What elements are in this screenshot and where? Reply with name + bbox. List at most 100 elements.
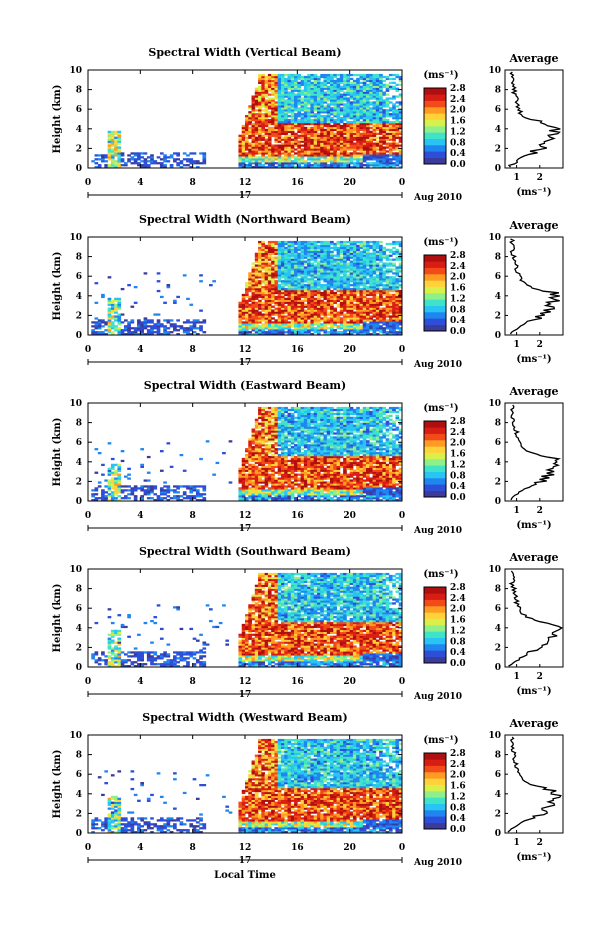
heatmap-cell xyxy=(274,95,278,97)
heatmap-cell xyxy=(144,479,148,481)
heatmap-cell xyxy=(304,97,308,99)
heatmap-cell xyxy=(337,264,341,266)
heatmap-cell xyxy=(353,282,357,284)
colorbar-segment xyxy=(424,126,446,133)
heatmap-cell xyxy=(157,497,161,499)
heatmap-cell xyxy=(369,156,373,158)
heatmap-cell xyxy=(363,264,367,266)
heatmap-cell xyxy=(134,327,138,329)
heatmap-cell xyxy=(343,247,347,249)
heatmap-cell xyxy=(297,76,301,78)
heatmap-cell xyxy=(261,313,265,315)
heatmap-cell xyxy=(346,323,350,325)
heatmap-cell xyxy=(288,115,292,117)
heatmap-cell xyxy=(301,125,305,127)
heatmap-cell xyxy=(242,154,246,156)
ytick-label: 0 xyxy=(76,164,82,174)
heatmap-cell xyxy=(346,274,350,276)
heatmap-cell xyxy=(144,323,148,325)
heatmap-cell xyxy=(245,154,249,156)
heatmap-cell xyxy=(395,268,399,270)
heatmap-cell xyxy=(261,276,265,278)
heatmap-cell xyxy=(353,294,357,296)
heatmap-cell xyxy=(258,280,262,282)
heatmap-cell xyxy=(333,119,337,121)
heatmap-cell xyxy=(294,76,298,78)
heatmap-cell xyxy=(376,86,380,88)
heatmap-cell xyxy=(386,284,390,286)
heatmap-cell xyxy=(281,107,285,109)
heatmap-cell xyxy=(252,129,256,131)
heatmap-cell xyxy=(258,121,262,123)
heatmap-cell xyxy=(95,154,99,156)
heatmap-cell xyxy=(255,298,259,300)
heatmap-cell xyxy=(389,278,393,280)
heatmap-cell xyxy=(337,249,341,251)
heatmap-cell xyxy=(386,282,390,284)
heatmap-cell xyxy=(327,111,331,113)
heatmap-cell xyxy=(274,302,278,304)
heatmap-cell xyxy=(389,162,393,164)
heatmap-cell xyxy=(327,76,331,78)
heatmap-cell xyxy=(330,119,334,121)
colorbar-segment xyxy=(424,280,446,287)
heatmap-cell xyxy=(278,103,282,105)
heatmap-cell xyxy=(268,133,272,135)
heatmap-cell xyxy=(255,294,259,296)
heatmap-cell xyxy=(330,131,334,133)
colorbar-tick: 1.6 xyxy=(450,117,466,127)
heatmap-cell xyxy=(268,105,272,107)
heatmap-cell xyxy=(359,97,363,99)
heatmap-cell xyxy=(333,313,337,315)
heatmap-cell xyxy=(330,152,334,154)
heatmap-cell xyxy=(369,266,373,268)
heatmap-cell xyxy=(340,107,344,109)
heatmap-cell xyxy=(369,321,373,323)
heatmap-cell xyxy=(297,296,301,298)
heatmap-cell xyxy=(386,294,390,296)
heatmap-cell xyxy=(265,255,269,257)
heatmap-cell xyxy=(183,274,187,276)
heatmap-cell xyxy=(382,290,386,292)
heatmap-cell xyxy=(343,284,347,286)
heatmap-cell xyxy=(284,266,288,268)
heatmap-cell xyxy=(373,129,377,131)
heatmap-cell xyxy=(288,92,292,94)
heatmap-cell xyxy=(363,115,367,117)
heatmap-cell xyxy=(288,255,292,257)
heatmap-cell xyxy=(363,148,367,150)
heatmap-cell xyxy=(238,310,242,312)
heatmap-cell xyxy=(153,325,157,327)
heatmap-cell xyxy=(324,327,328,329)
heatmap-cell xyxy=(294,101,298,103)
heatmap-cell xyxy=(163,164,167,166)
heatmap-cell xyxy=(389,123,393,125)
heatmap-cell xyxy=(346,84,350,86)
heatmap-cell xyxy=(288,111,292,113)
heatmap-cell xyxy=(359,311,363,313)
heatmap-cell xyxy=(173,300,177,302)
heatmap-cell xyxy=(238,321,242,323)
heatmap-cell xyxy=(366,121,370,123)
heatmap-cell xyxy=(359,78,363,80)
heatmap-cell xyxy=(114,139,118,141)
heatmap-cell xyxy=(248,148,252,150)
heatmap-cell xyxy=(202,160,206,162)
heatmap-cell xyxy=(284,152,288,154)
heatmap-cell xyxy=(278,144,282,146)
heatmap-cell xyxy=(379,327,383,329)
heatmap-cell xyxy=(268,257,272,259)
heatmap-cell xyxy=(327,241,331,243)
heatmap-cell xyxy=(310,270,314,272)
heatmap-cell xyxy=(327,99,331,101)
heatmap-cell xyxy=(346,99,350,101)
heatmap-cell xyxy=(392,264,396,266)
heatmap-cell xyxy=(310,115,314,117)
colorbar-tick: 2.8 xyxy=(450,84,466,94)
heatmap-cell xyxy=(379,294,383,296)
heatmap-cell xyxy=(108,470,112,472)
heatmap-cell xyxy=(376,121,380,123)
heatmap-cell xyxy=(288,74,292,76)
heatmap-cell xyxy=(271,150,275,152)
heatmap-cell xyxy=(386,325,390,327)
